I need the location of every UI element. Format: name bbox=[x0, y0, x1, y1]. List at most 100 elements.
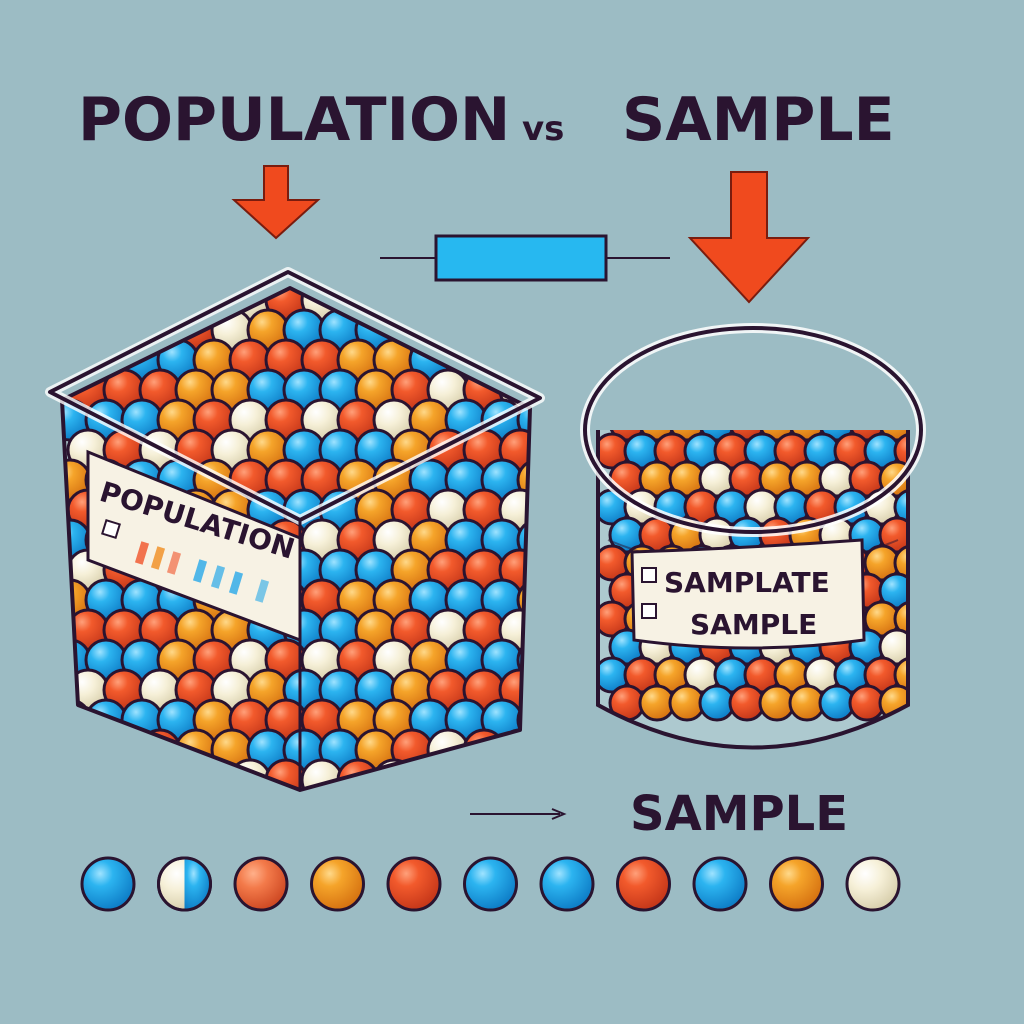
sample-checkbox-icon-2 bbox=[641, 603, 657, 619]
ball bbox=[282, 788, 326, 790]
caption-sample-text: SAMPLE bbox=[630, 786, 848, 842]
ball bbox=[893, 432, 908, 470]
sample-checkbox-icon-1 bbox=[641, 567, 657, 583]
ball bbox=[608, 730, 648, 770]
sample-ball-row bbox=[80, 856, 901, 912]
title-population: POPULATION bbox=[78, 85, 510, 155]
ball bbox=[590, 760, 630, 800]
ball bbox=[480, 288, 524, 322]
sample-label: SAMPLATE SAMPLE bbox=[630, 538, 866, 650]
ball bbox=[516, 698, 530, 742]
ball bbox=[62, 288, 92, 322]
bottom-caption: SAMPLE bbox=[470, 786, 848, 842]
population-color-swatches bbox=[134, 541, 270, 603]
ball bbox=[865, 378, 899, 412]
ball bbox=[120, 288, 164, 322]
ball bbox=[536, 610, 576, 650]
ball bbox=[138, 788, 182, 790]
ball bbox=[444, 758, 488, 790]
ball bbox=[66, 728, 110, 772]
ball bbox=[848, 430, 886, 442]
ball bbox=[910, 686, 944, 720]
ball bbox=[878, 430, 908, 442]
ball bbox=[728, 430, 766, 442]
diagram-title: POPULATION VS SAMPLE bbox=[78, 85, 895, 155]
sample-ball-blue bbox=[692, 856, 748, 912]
ball bbox=[788, 430, 826, 442]
ball bbox=[462, 308, 506, 352]
population-checkbox-icon bbox=[101, 519, 121, 539]
ball bbox=[536, 550, 576, 590]
ball bbox=[878, 572, 908, 610]
ball bbox=[745, 378, 779, 412]
sample-ball-outline bbox=[157, 856, 212, 912]
ball bbox=[554, 760, 594, 800]
ball bbox=[893, 488, 908, 526]
sample-ball-orange bbox=[310, 856, 365, 912]
ball bbox=[554, 580, 594, 620]
ball bbox=[878, 628, 908, 666]
ball bbox=[590, 280, 630, 320]
ball bbox=[536, 730, 576, 770]
title-sample: SAMPLE bbox=[622, 85, 895, 155]
ball bbox=[893, 600, 908, 638]
ball bbox=[84, 758, 128, 790]
ball bbox=[192, 758, 236, 790]
ball bbox=[516, 338, 530, 382]
ball bbox=[462, 788, 506, 790]
ball bbox=[698, 430, 736, 442]
ball bbox=[318, 788, 362, 790]
ball bbox=[715, 378, 749, 412]
sample-label-line2: SAMPLE bbox=[690, 608, 817, 641]
sample-ball-cream bbox=[845, 856, 901, 912]
ball bbox=[608, 430, 646, 442]
ball bbox=[893, 656, 908, 694]
connector-bar bbox=[380, 234, 670, 282]
ball bbox=[668, 430, 706, 442]
ball bbox=[498, 308, 530, 352]
ball bbox=[608, 310, 648, 350]
ball bbox=[66, 788, 110, 790]
population-container: POPULATION bbox=[45, 267, 648, 830]
sample-ball-half-blue bbox=[184, 858, 211, 910]
ball bbox=[655, 378, 689, 412]
sample-ball-blue bbox=[80, 856, 136, 912]
ball bbox=[554, 520, 594, 560]
ball bbox=[554, 700, 594, 740]
ball bbox=[536, 670, 576, 710]
title-vs: VS bbox=[522, 109, 564, 149]
ball bbox=[120, 758, 164, 790]
ball bbox=[102, 728, 146, 772]
ball bbox=[480, 758, 524, 790]
ball bbox=[805, 378, 839, 412]
ball bbox=[174, 788, 218, 790]
ball bbox=[84, 288, 128, 322]
ball bbox=[572, 730, 612, 770]
ball bbox=[758, 430, 796, 442]
ball bbox=[536, 310, 576, 350]
ball bbox=[572, 790, 612, 830]
ball bbox=[910, 574, 944, 608]
ball bbox=[246, 788, 290, 790]
ball bbox=[536, 370, 576, 410]
ball bbox=[893, 544, 908, 582]
ball bbox=[354, 788, 398, 790]
down-arrow-population bbox=[231, 165, 321, 240]
ball bbox=[498, 728, 530, 772]
ball bbox=[554, 340, 594, 380]
ball bbox=[156, 288, 200, 322]
sample-ball-red bbox=[616, 856, 671, 912]
sample-ball-blue bbox=[539, 856, 595, 912]
ball bbox=[910, 630, 944, 664]
ball bbox=[408, 288, 452, 322]
ball bbox=[685, 378, 719, 412]
ball bbox=[554, 460, 594, 500]
ball bbox=[536, 430, 576, 470]
ball bbox=[572, 310, 612, 350]
ball bbox=[66, 308, 110, 352]
down-arrow-sample bbox=[687, 171, 811, 304]
sample-label-line1: SAMPLATE bbox=[664, 566, 830, 599]
ball bbox=[62, 758, 92, 790]
ball bbox=[910, 518, 944, 552]
